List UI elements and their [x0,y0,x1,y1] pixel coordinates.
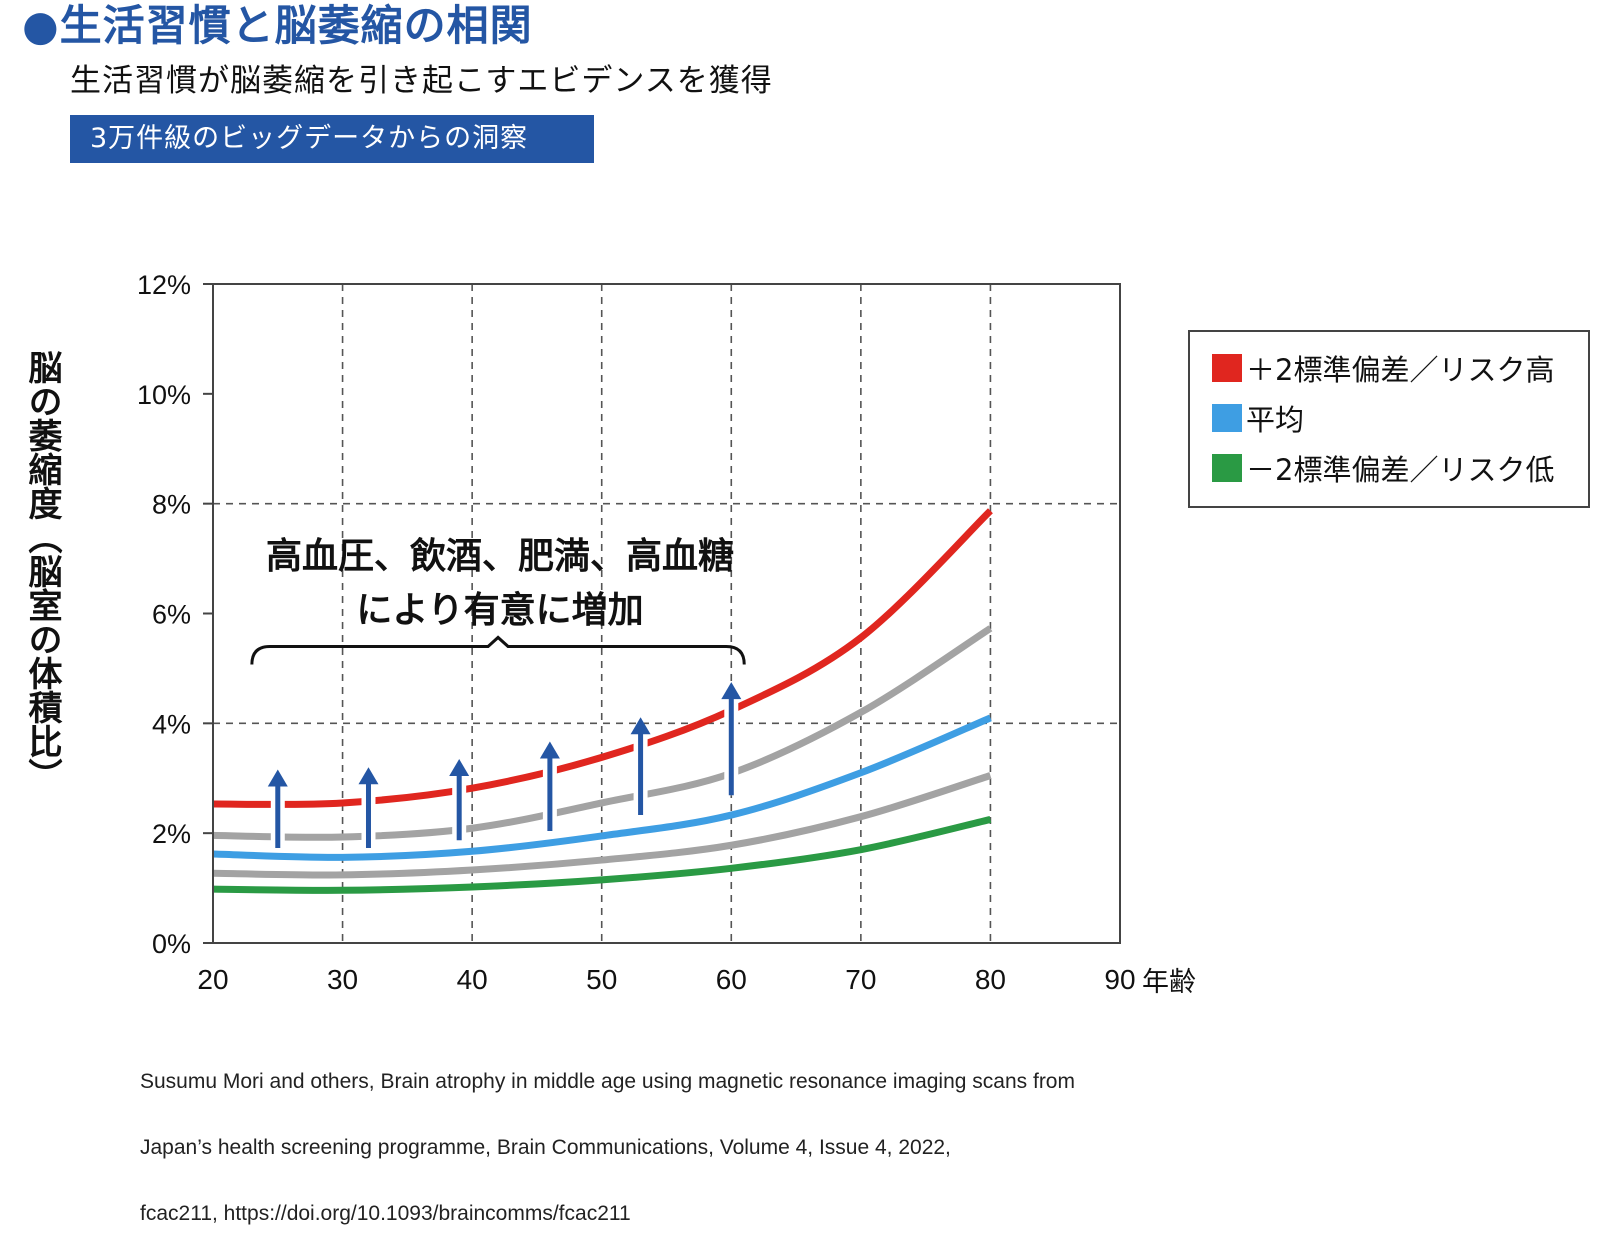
x-tick-label: 60 [716,964,747,995]
legend-item-average: 平均 [1212,398,1304,438]
arrow-up-icon [358,767,379,785]
series-plus2sd-red [212,508,993,808]
legend-item-low-risk: －2標準偏差／リスク低 [1212,448,1554,488]
series-lines [212,508,993,894]
x-tick-label: 90 [1104,964,1135,995]
legend-label: ＋2標準偏差／リスク高 [1246,353,1555,387]
y-tick-label: 8% [152,490,191,520]
grid-lines [213,284,1120,943]
y-tick-label: 4% [152,709,191,739]
arrow-up-icon [539,741,560,759]
x-tick-label: 30 [327,964,358,995]
footnote-line-3: fcac211, https://doi.org/10.1093/brainco… [140,1202,631,1225]
legend-label: 平均 [1246,403,1305,437]
x-tick-label: 50 [586,964,617,995]
legend-swatch-green [1212,454,1242,482]
curly-brace [250,635,746,665]
legend-swatch-blue [1212,404,1242,432]
x-tick-label: 80 [975,964,1006,995]
arrow-up-icon [449,759,470,777]
page-subtitle: 生活習慣が脳萎縮を引き起こすエビデンスを獲得 [70,63,773,99]
insight-tag: 3万件級のビッグデータからの洞察 [70,115,594,163]
arrow-up-icon [630,717,651,735]
series-plus1sd-gray [212,625,993,841]
annotation-brace [250,635,746,665]
page-title: ●生活習慣と脳萎縮の相関 [22,1,533,50]
arrow-up-icon [267,769,288,787]
chart-legend: ＋2標準偏差／リスク高 平均 －2標準偏差／リスク低 [1188,330,1590,508]
legend-item-high-risk: ＋2標準偏差／リスク高 [1212,348,1554,388]
x-tick-label: 40 [457,964,488,995]
risk-annotation: 高血圧、飲酒、肥満、高血糖 により有意に増加 [250,530,750,638]
citation-footnote: Susumu Mori and others, Brain atrophy in… [140,1027,1075,1247]
increase-arrows [267,682,742,848]
footnote-line-2: Japan’s health screening programme, Brai… [140,1136,951,1159]
line-chart: 0% 2% 4% 6% 8% 10% 12% 20 30 40 50 60 70 80 90 年齢 [137,270,1196,998]
x-tick-label: 70 [845,964,876,995]
legend-label: －2標準偏差／リスク低 [1246,453,1555,487]
axes [203,283,1121,944]
series-minus2sd-green [212,816,992,894]
annotation-line-1: 高血圧、飲酒、肥満、高血糖 [265,536,734,577]
x-axis-label: 年齢 [1142,967,1196,998]
annotation-line-2: により有意に増加 [356,590,644,631]
legend-swatch-red [1212,354,1242,382]
y-tick-label: 6% [152,600,191,630]
arrow-up-icon [721,682,742,700]
y-tick-label: 0% [152,929,191,959]
x-tick-label: 20 [197,964,228,995]
footnote-line-1: Susumu Mori and others, Brain atrophy in… [140,1070,1075,1093]
series-mean-blue [212,714,992,861]
tick-labels: 0% 2% 4% 6% 8% 10% 12% 20 30 40 50 60 70 80 90 年齢 [137,270,1196,998]
y-tick-label: 2% [152,819,191,849]
y-tick-label: 10% [137,380,191,410]
series-minus1sd-gray [212,772,992,879]
y-tick-label: 12% [137,270,191,300]
y-axis-label: 脳の萎縮度（脳室の体積比） [22,350,62,792]
